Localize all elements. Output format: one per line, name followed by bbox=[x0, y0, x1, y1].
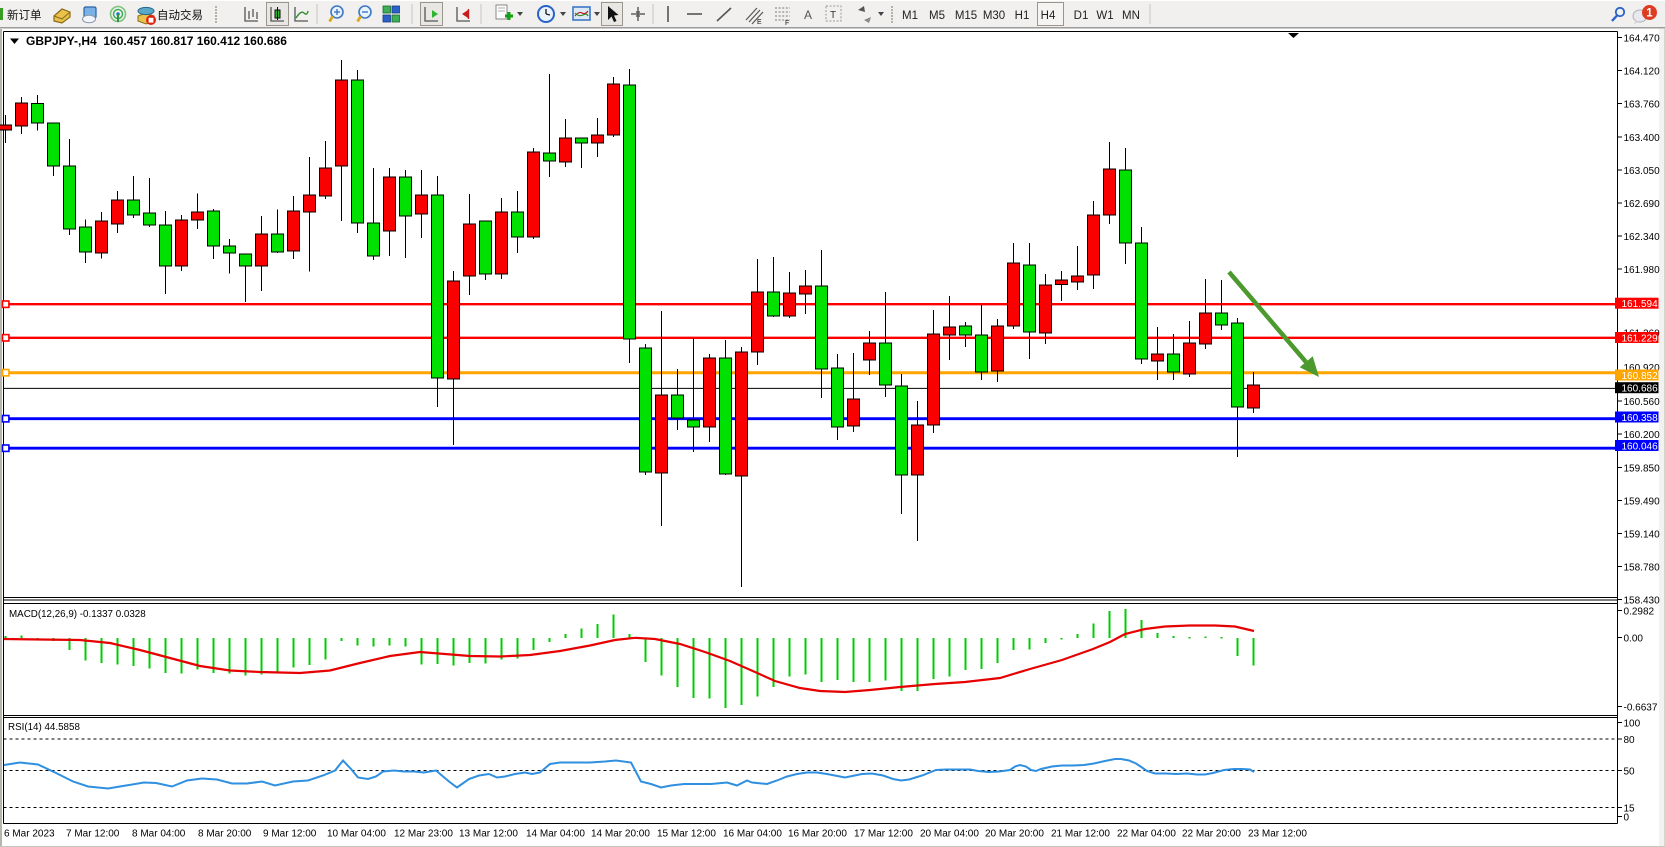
svg-text:160.358: 160.358 bbox=[1622, 413, 1659, 424]
svg-text:100: 100 bbox=[1624, 719, 1641, 730]
svg-text:162.690: 162.690 bbox=[1624, 199, 1661, 210]
svg-text:自动交易: 自动交易 bbox=[157, 8, 203, 22]
svg-text:W1: W1 bbox=[1096, 10, 1113, 22]
svg-text:22 Mar 04:00: 22 Mar 04:00 bbox=[1117, 829, 1176, 840]
svg-text:MACD(12,26,9) -0.1337 0.0328: MACD(12,26,9) -0.1337 0.0328 bbox=[9, 609, 146, 620]
svg-text:17 Mar 12:00: 17 Mar 12:00 bbox=[854, 829, 913, 840]
svg-text:新订单: 新订单 bbox=[7, 8, 42, 22]
svg-text:A: A bbox=[804, 8, 812, 22]
svg-text:RSI(14) 44.5858: RSI(14) 44.5858 bbox=[8, 722, 80, 733]
svg-text:10 Mar 04:00: 10 Mar 04:00 bbox=[327, 829, 386, 840]
svg-text:6 Mar 2023: 6 Mar 2023 bbox=[4, 829, 55, 840]
svg-text:13 Mar 12:00: 13 Mar 12:00 bbox=[459, 829, 518, 840]
svg-text:8 Mar 20:00: 8 Mar 20:00 bbox=[198, 829, 252, 840]
svg-text:160.686: 160.686 bbox=[1622, 384, 1659, 395]
svg-text:MN: MN bbox=[1122, 10, 1140, 22]
svg-text:GBPJPY-,H4 160.457 160.817 16: GBPJPY-,H4 160.457 160.817 160.412 160.6… bbox=[26, 34, 287, 48]
svg-text:H1: H1 bbox=[1015, 10, 1030, 22]
svg-text:14 Mar 04:00: 14 Mar 04:00 bbox=[526, 829, 585, 840]
svg-text:163.760: 163.760 bbox=[1624, 100, 1661, 111]
svg-text:161.980: 161.980 bbox=[1624, 265, 1661, 276]
svg-text:161.594: 161.594 bbox=[1622, 299, 1659, 310]
svg-text:50: 50 bbox=[1624, 767, 1636, 778]
svg-text:22 Mar 20:00: 22 Mar 20:00 bbox=[1182, 829, 1241, 840]
svg-text:M5: M5 bbox=[929, 10, 945, 22]
svg-text:F: F bbox=[785, 20, 789, 27]
svg-text:164.120: 164.120 bbox=[1624, 67, 1661, 78]
svg-text:163.400: 163.400 bbox=[1624, 133, 1661, 144]
svg-text:159.140: 159.140 bbox=[1624, 529, 1661, 540]
svg-text:12 Mar 23:00: 12 Mar 23:00 bbox=[394, 829, 453, 840]
svg-text:M1: M1 bbox=[902, 10, 918, 22]
svg-text:160.920: 160.920 bbox=[1624, 363, 1661, 374]
svg-text:D1: D1 bbox=[1074, 10, 1089, 22]
svg-text:15: 15 bbox=[1624, 804, 1636, 815]
svg-text:E: E bbox=[757, 19, 762, 26]
svg-text:159.490: 159.490 bbox=[1624, 496, 1661, 507]
svg-text:20 Mar 20:00: 20 Mar 20:00 bbox=[985, 829, 1044, 840]
svg-text:7 Mar 12:00: 7 Mar 12:00 bbox=[66, 829, 120, 840]
svg-text:T: T bbox=[830, 10, 836, 21]
svg-text:-0.6637: -0.6637 bbox=[1624, 703, 1658, 714]
svg-text:M15: M15 bbox=[955, 10, 977, 22]
svg-text:23 Mar 12:00: 23 Mar 12:00 bbox=[1248, 829, 1307, 840]
svg-text:160.560: 160.560 bbox=[1624, 397, 1661, 408]
svg-text:162.340: 162.340 bbox=[1624, 232, 1661, 243]
svg-text:H4: H4 bbox=[1041, 10, 1056, 22]
svg-text:8 Mar 04:00: 8 Mar 04:00 bbox=[132, 829, 186, 840]
svg-text:158.780: 158.780 bbox=[1624, 562, 1661, 573]
svg-text:159.850: 159.850 bbox=[1624, 463, 1661, 474]
svg-text:164.470: 164.470 bbox=[1624, 34, 1661, 45]
svg-text:160.200: 160.200 bbox=[1624, 430, 1661, 441]
svg-text:1: 1 bbox=[1646, 8, 1653, 20]
svg-text:16 Mar 20:00: 16 Mar 20:00 bbox=[788, 829, 847, 840]
svg-text:163.050: 163.050 bbox=[1624, 166, 1661, 177]
svg-text:21 Mar 12:00: 21 Mar 12:00 bbox=[1051, 829, 1110, 840]
svg-text:20 Mar 04:00: 20 Mar 04:00 bbox=[920, 829, 979, 840]
svg-text:0: 0 bbox=[1624, 813, 1630, 824]
svg-text:16 Mar 04:00: 16 Mar 04:00 bbox=[723, 829, 782, 840]
svg-text:160.852: 160.852 bbox=[1622, 371, 1659, 382]
svg-text:158.430: 158.430 bbox=[1624, 595, 1661, 606]
svg-text:161.229: 161.229 bbox=[1622, 333, 1659, 344]
svg-text:14 Mar 20:00: 14 Mar 20:00 bbox=[591, 829, 650, 840]
svg-text:15 Mar 12:00: 15 Mar 12:00 bbox=[657, 829, 716, 840]
svg-text:160.046: 160.046 bbox=[1622, 441, 1659, 452]
svg-text:0.00: 0.00 bbox=[1624, 634, 1644, 645]
svg-text:0.2982: 0.2982 bbox=[1624, 607, 1655, 618]
svg-text:M30: M30 bbox=[983, 10, 1005, 22]
svg-text:9 Mar 12:00: 9 Mar 12:00 bbox=[263, 829, 317, 840]
svg-text:80: 80 bbox=[1624, 735, 1636, 746]
